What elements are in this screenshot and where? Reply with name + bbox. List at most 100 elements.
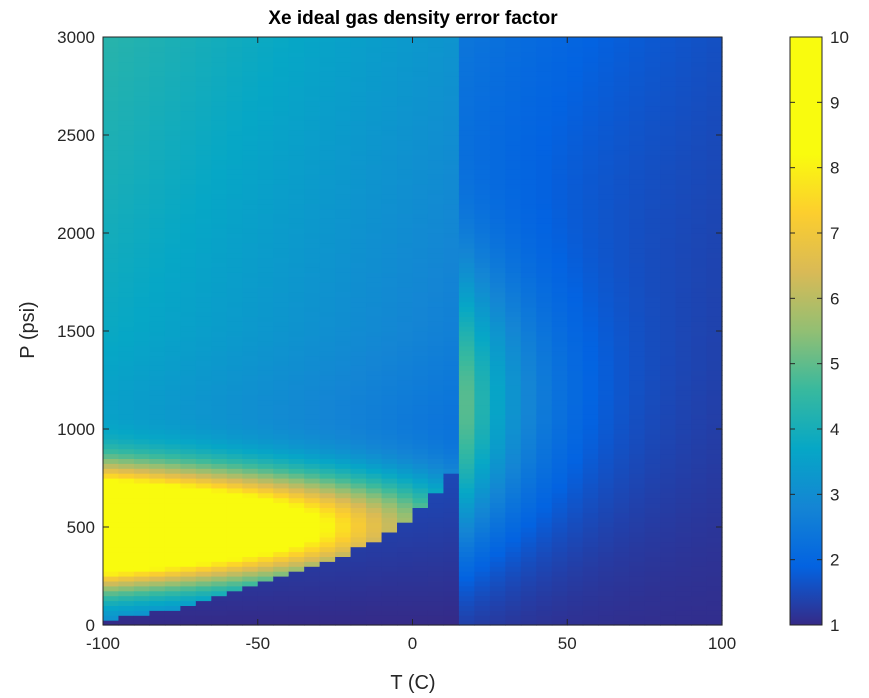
heatmap-cell [675,443,692,450]
heatmap-cell [397,438,414,445]
heatmap-cell [381,228,398,234]
heatmap-cell [660,409,677,415]
heatmap-cell [474,340,491,347]
heatmap-cell [443,331,460,337]
heatmap-cell [180,296,197,303]
heatmap-cell [443,551,460,557]
heatmap-cell [613,154,630,161]
heatmap-cell [567,615,584,621]
heatmap-cell [629,576,646,582]
heatmap-cell [195,198,212,205]
heatmap-cell [505,340,522,347]
heatmap-cell [706,223,723,229]
heatmap-cell [304,105,321,112]
heatmap-cell [567,257,584,263]
heatmap-cell [675,610,692,616]
heatmap-cell [381,492,398,499]
heatmap-cell [675,233,692,239]
heatmap-cell [520,306,537,312]
heatmap-cell [103,164,120,170]
heatmap-cell [319,282,336,288]
heatmap-cell [536,585,553,592]
heatmap-cell [598,620,615,626]
heatmap-cell [164,615,181,621]
heatmap-cell [458,404,475,410]
heatmap-cell [195,267,212,273]
heatmap-cell [335,585,352,592]
heatmap-cell [133,497,151,504]
heatmap-cell [567,478,584,484]
heatmap-cell [567,115,584,121]
heatmap-cell [474,595,491,602]
heatmap-cell [257,492,274,499]
heatmap-cell [458,213,475,219]
heatmap-cell [211,502,228,508]
heatmap-cell [613,394,630,401]
heatmap-cell [691,576,708,582]
heatmap-cell [149,527,166,533]
heatmap-cell [226,326,243,332]
heatmap-cell [242,331,259,337]
heatmap-cell [427,311,445,317]
heatmap-cell [644,61,661,67]
heatmap-cell [180,585,197,592]
heatmap-cell [149,66,166,72]
heatmap-cell [242,433,259,440]
heatmap-cell [211,120,228,126]
heatmap-cell [164,502,181,508]
heatmap-cell [180,277,197,283]
heatmap-cell [288,164,305,170]
heatmap-cell [335,360,352,366]
heatmap-cell [505,213,522,219]
heatmap-cell [288,350,305,357]
heatmap-cell [567,233,584,239]
heatmap-cell [427,282,445,288]
heatmap-cell [366,316,383,322]
heatmap-cell [335,326,352,332]
heatmap-cell [335,184,352,190]
heatmap-cell [551,257,568,263]
heatmap-cell [257,159,274,165]
heatmap-cell [180,247,197,254]
heatmap-cell [629,223,646,229]
heatmap-cell [598,590,615,597]
heatmap-cell [536,37,553,43]
heatmap-cell [164,429,181,435]
heatmap-cell [551,522,568,528]
heatmap-cell [644,149,661,156]
heatmap-cell [226,384,243,391]
heatmap-cell [613,203,630,210]
heatmap-cell [304,179,321,185]
heatmap-cell [691,566,708,572]
heatmap-cell [505,463,522,469]
heatmap-cell [397,429,414,435]
heatmap-cell [366,120,383,126]
heatmap-cell [598,61,615,67]
heatmap-cell [567,580,584,587]
heatmap-cell [304,311,321,317]
heatmap-cell [257,286,274,293]
heatmap-cell [691,76,708,82]
heatmap-cell [242,321,259,327]
heatmap-cell [458,527,475,533]
heatmap-cell [304,272,321,278]
heatmap-cell [458,512,475,518]
heatmap-cell [489,86,506,92]
heatmap-cell [582,213,599,219]
heatmap-cell [567,130,584,136]
heatmap-cell [195,389,212,396]
heatmap-cell [582,399,599,406]
heatmap-cell [443,125,460,131]
heatmap-cell [691,174,708,180]
heatmap-cell [706,556,723,562]
heatmap-cell [242,531,259,538]
heatmap-cell [335,404,352,410]
heatmap-cell [257,595,274,602]
heatmap-cell [458,105,475,112]
heatmap-cell [551,198,568,205]
heatmap-cell [582,429,599,435]
heatmap-cell [551,370,568,376]
heatmap-cell [226,546,243,553]
heatmap-cell [164,154,181,161]
heatmap-cell [598,580,615,587]
